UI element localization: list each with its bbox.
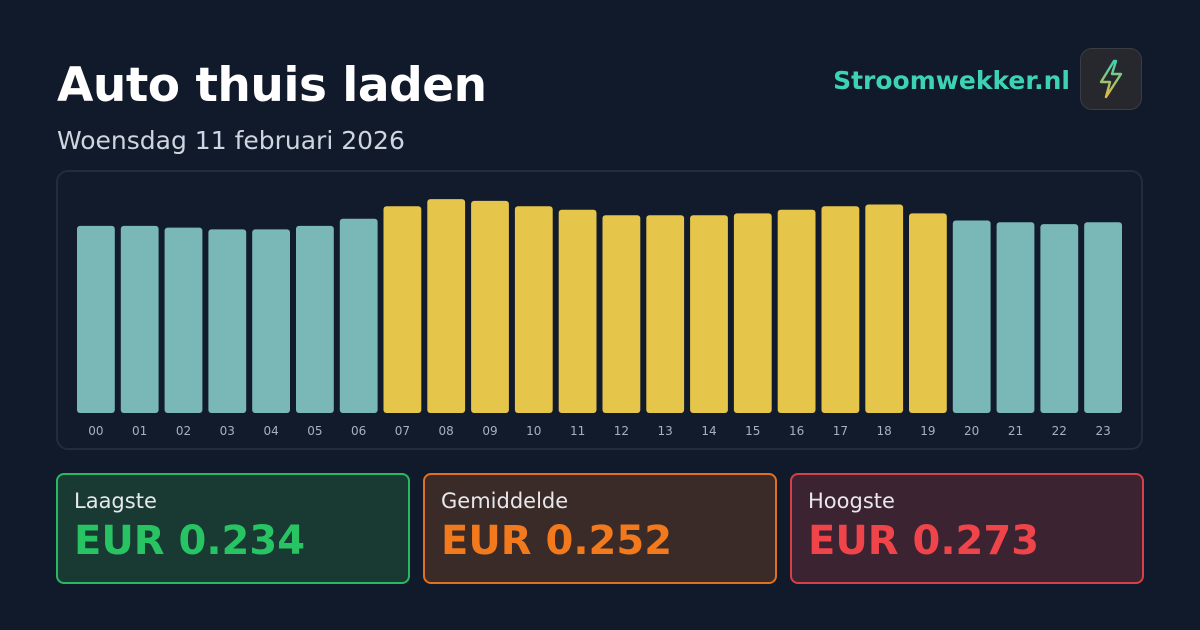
x-tick-label: 08 [439,424,454,438]
stat-card-lowest: Laagste EUR 0.234 [56,473,410,584]
stat-card-average: Gemiddelde EUR 0.252 [423,473,777,584]
stat-value-average: EUR 0.252 [441,518,673,564]
chart-bar-09 [471,200,509,413]
page-title: Auto thuis laden [57,58,487,113]
stat-label-lowest: Laagste [74,489,157,513]
x-tick-label: 00 [88,424,103,438]
stat-label-average: Gemiddelde [441,489,569,513]
x-tick-label: 07 [395,424,410,438]
chart-bar-18 [865,204,904,413]
chart-bar-04 [252,229,290,413]
chart-bar-08 [427,199,466,413]
x-tick-label: 16 [789,424,804,438]
chart-bar-20 [952,220,991,413]
x-tick-label: 01 [132,424,147,438]
chart-bar-01 [120,225,159,413]
chart-bar-12 [602,215,641,413]
chart-bar-00 [77,225,115,413]
x-tick-label: 03 [220,424,235,438]
brand-name[interactable]: Stroomwekker.nl [833,66,1070,95]
x-tick-label: 22 [1052,424,1067,438]
chart-bar-14 [690,215,728,413]
chart-bar-19 [909,213,947,413]
x-tick-label: 13 [658,424,673,438]
brand-logo[interactable] [1080,48,1142,110]
x-tick-label: 02 [176,424,191,438]
chart-panel: 00 01 02 03 04 05 06 07 08 09 10 11 12 13 14 15 16 17 18 19… [56,170,1143,450]
lightning-bolt-icon [1099,59,1123,99]
x-tick-label: 10 [526,424,541,438]
x-tick-label: 17 [833,424,848,438]
chart-bar-11 [558,209,597,413]
chart-bar-16 [777,209,816,413]
x-tick-label: 23 [1095,424,1110,438]
chart-bar-03 [208,229,247,413]
stat-value-highest: EUR 0.273 [808,518,1040,564]
x-tick-label: 05 [307,424,322,438]
price-bar-chart: 00 01 02 03 04 05 06 07 08 09 10 11 12 13 14 15 16 17 18 19… [77,199,1122,438]
x-tick-label: 09 [482,424,497,438]
stat-card-highest: Hoogste EUR 0.273 [790,473,1144,584]
stat-label-highest: Hoogste [808,489,895,513]
x-tick-label: 11 [570,424,585,438]
chart-bar-10 [514,206,553,413]
page-subtitle: Woensdag 11 februari 2026 [57,126,405,155]
x-tick-label: 14 [701,424,716,438]
x-tick-label: 15 [745,424,760,438]
chart-bar-17 [821,206,860,413]
x-tick-label: 04 [263,424,278,438]
chart-bar-15 [733,213,772,413]
chart-bar-05 [296,225,334,413]
chart-bar-22 [1040,224,1079,413]
x-tick-label: 06 [351,424,366,438]
stat-value-lowest: EUR 0.234 [74,518,306,564]
x-tick-label: 18 [876,424,891,438]
chart-bar-02 [164,227,203,413]
chart-bar-07 [383,206,422,413]
x-tick-label: 12 [614,424,629,438]
chart-bar-21 [996,222,1035,413]
chart-bar-06 [339,218,378,413]
x-tick-label: 20 [964,424,979,438]
chart-bar-23 [1084,222,1122,413]
x-tick-label: 21 [1008,424,1023,438]
x-tick-label: 19 [920,424,935,438]
chart-bar-13 [646,215,685,413]
